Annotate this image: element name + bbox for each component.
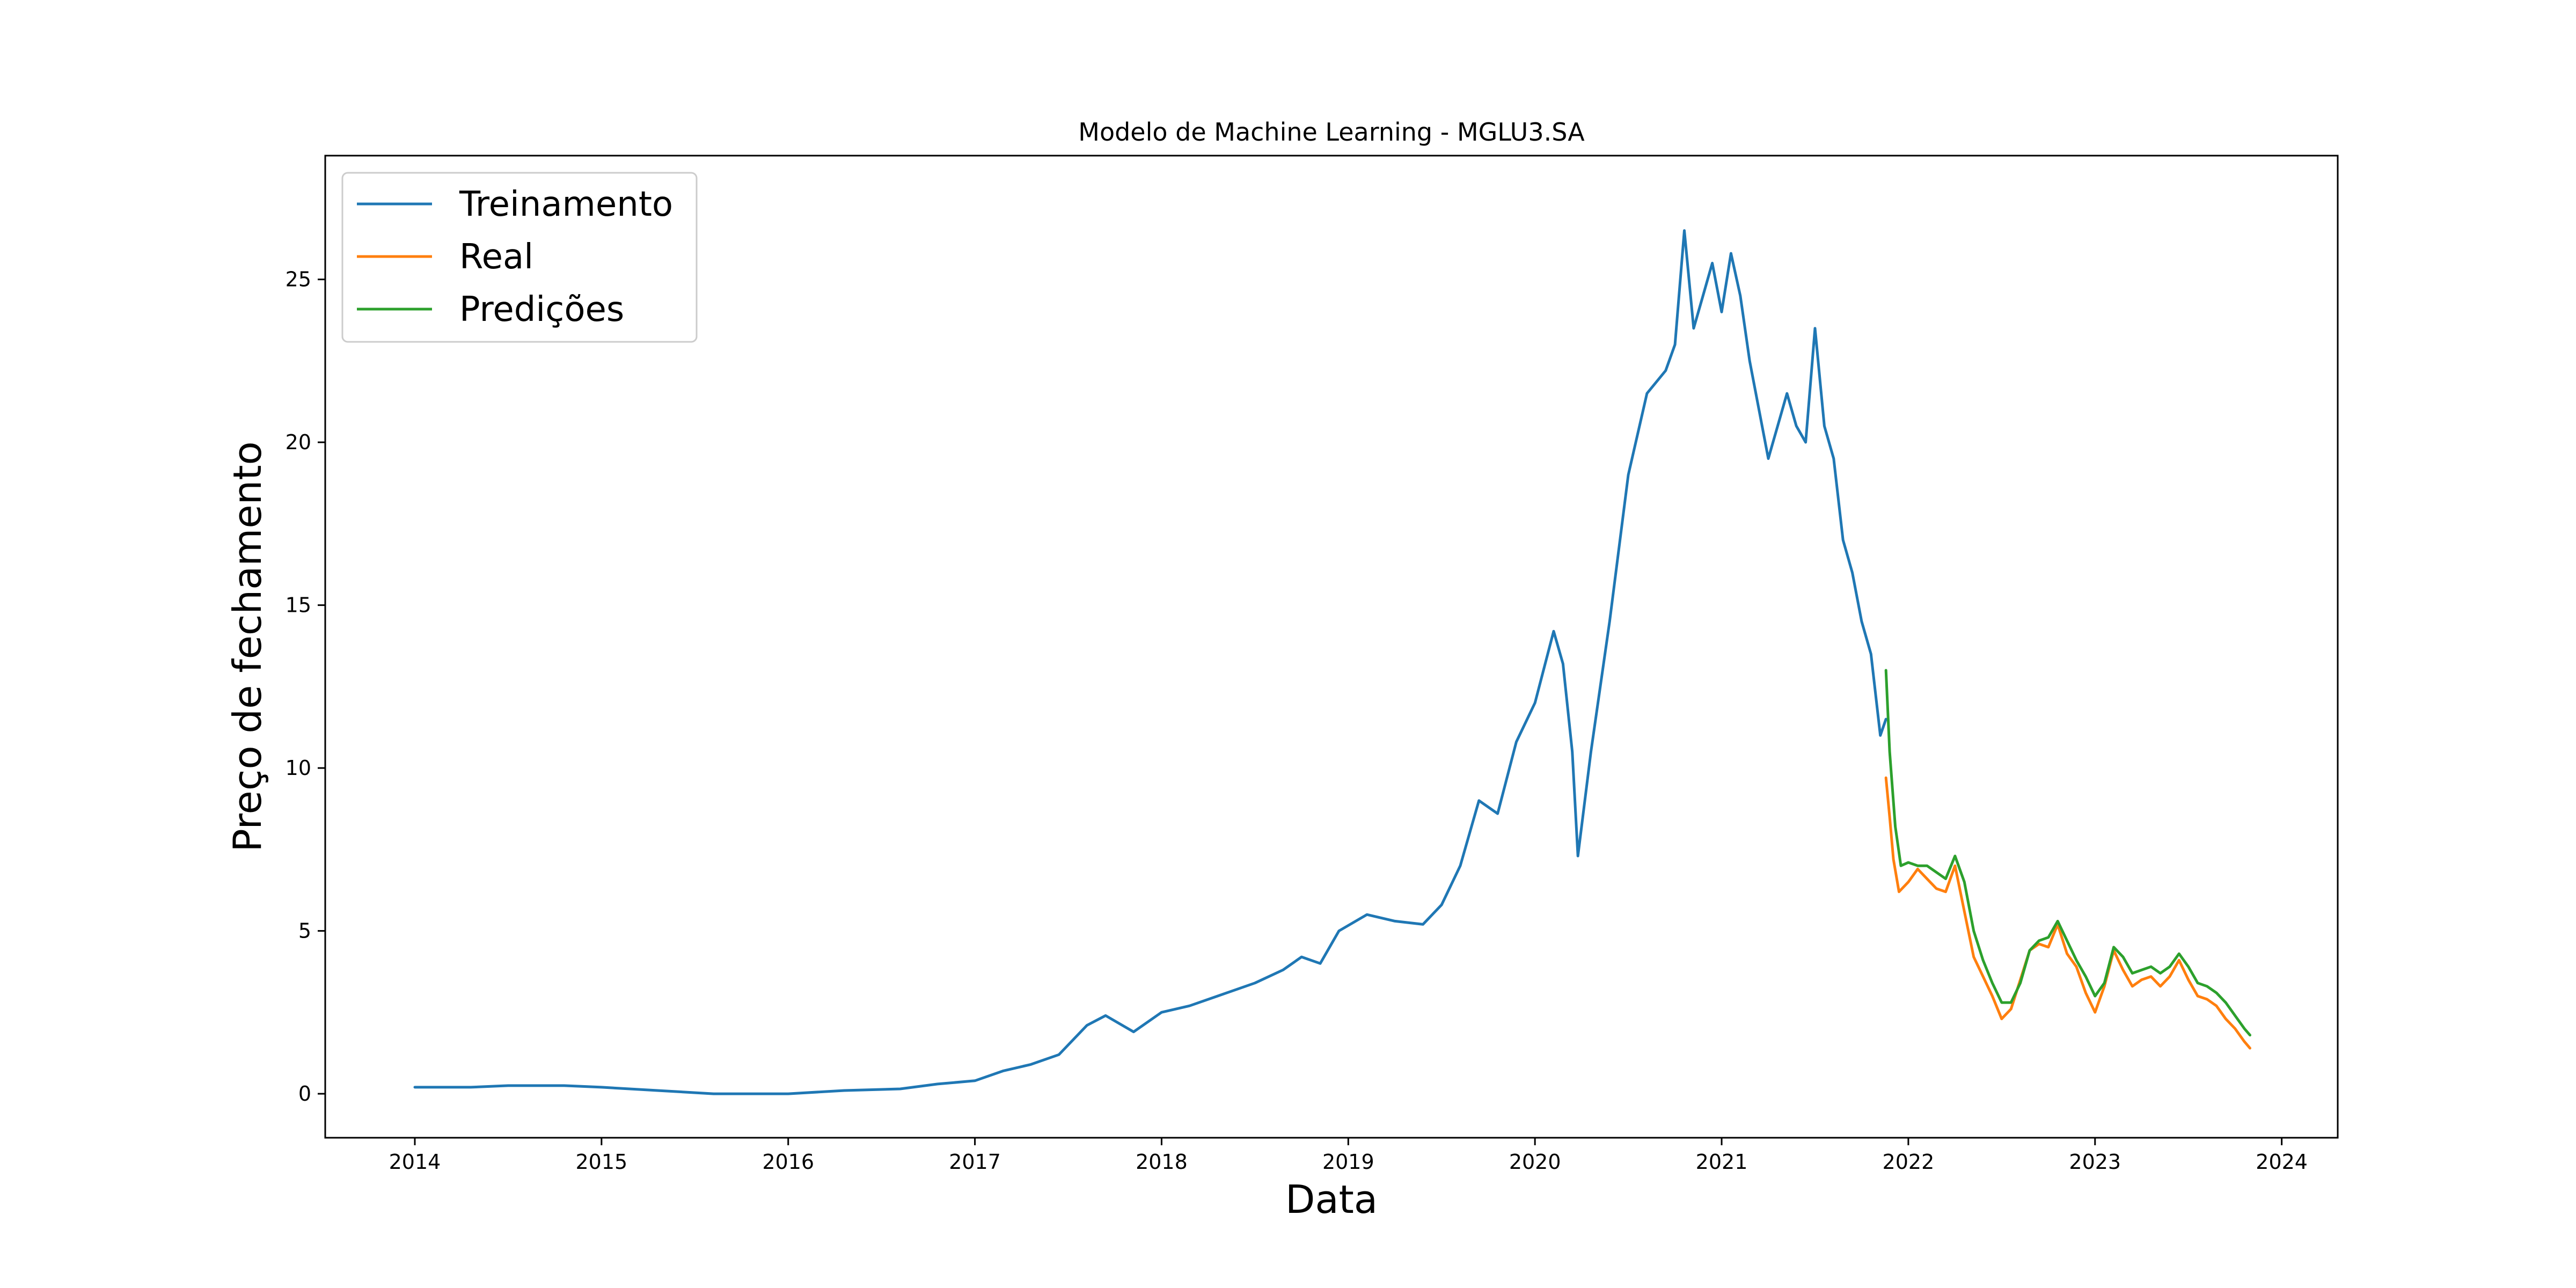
- x-tick-label: 2024: [2256, 1150, 2308, 1174]
- legend: Treinamento Real Predições: [341, 172, 698, 343]
- x-tick-label: 2014: [389, 1150, 441, 1174]
- series-line-treinamento: [413, 229, 1887, 1095]
- legend-box: [341, 172, 698, 343]
- x-tick-label: 2015: [575, 1150, 627, 1174]
- series-line-predições: [1884, 669, 2251, 1037]
- x-tick-label: 2017: [949, 1150, 1001, 1174]
- y-tick-label: 25: [286, 268, 311, 291]
- x-axis: 2014 2015 2016 2017 2018 2019 2020 2021 2022 2023…: [389, 1138, 2308, 1174]
- y-axis-label: Preço de fechamento: [225, 441, 270, 852]
- x-tick-label: 2022: [1883, 1150, 1935, 1174]
- y-tick-label: 5: [298, 919, 311, 943]
- x-tick-label: 2018: [1136, 1150, 1188, 1174]
- legend-label: Predições: [459, 290, 624, 330]
- y-axis: 0 5 10 15 20 25: [286, 268, 325, 1106]
- x-tick-label: 2020: [1509, 1150, 1561, 1174]
- x-tick-label: 2021: [1696, 1150, 1748, 1174]
- series-line-real: [1884, 776, 2251, 1050]
- x-axis-label: Data: [1285, 1177, 1378, 1222]
- y-tick-label: 20: [286, 430, 311, 454]
- legend-label: Real: [459, 237, 533, 277]
- y-tick-label: 10: [286, 756, 311, 780]
- y-tick-label: 15: [286, 594, 311, 617]
- x-tick-label: 2016: [762, 1150, 814, 1174]
- legend-label: Treinamento: [459, 185, 673, 224]
- x-tick-label: 2019: [1322, 1150, 1374, 1174]
- plot-frame: [324, 155, 2339, 1139]
- y-tick-label: 0: [298, 1082, 311, 1106]
- plot-layer: [413, 229, 2251, 1095]
- chart-title: Modelo de Machine Learning - MGLU3.SA: [1078, 118, 1585, 147]
- x-tick-label: 2023: [2069, 1150, 2121, 1174]
